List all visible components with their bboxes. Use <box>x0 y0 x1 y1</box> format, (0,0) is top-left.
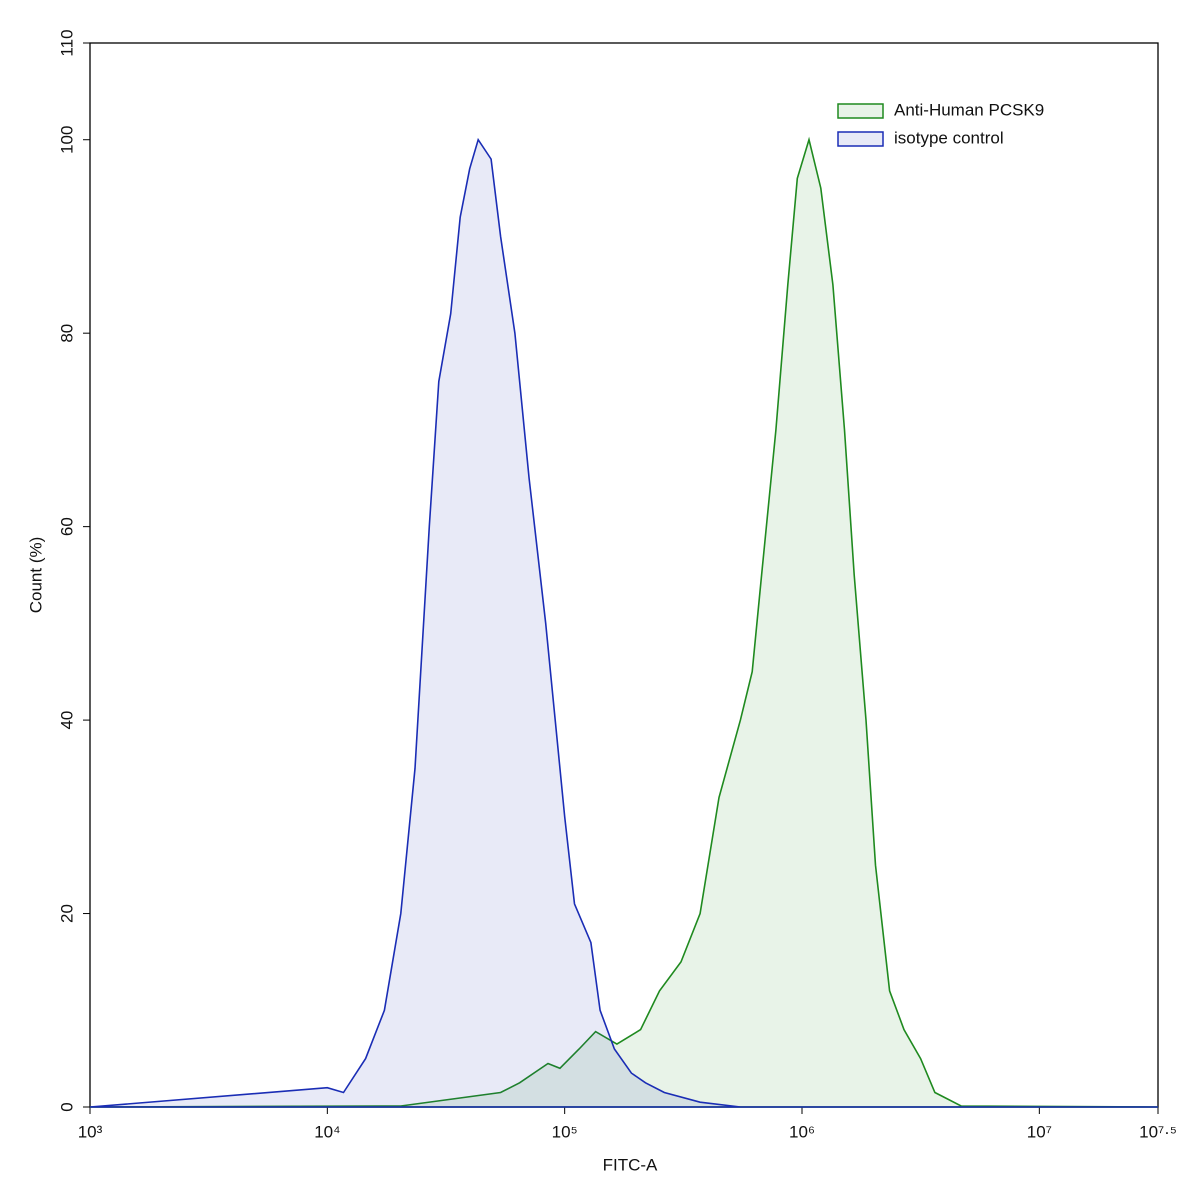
legend-swatch <box>837 131 884 147</box>
y-tick-label: 100 <box>57 126 76 154</box>
x-tick-label: 10⁶ <box>789 1122 815 1141</box>
area <box>89 136 1159 1108</box>
y-tick-label: 40 <box>57 711 76 730</box>
legend-label: isotype control <box>894 128 1004 147</box>
y-tick-label: 80 <box>57 324 76 343</box>
x-tick-label: 10⁷ <box>1027 1122 1052 1141</box>
y-axis-label: Count (%) <box>26 537 45 614</box>
legend-swatch <box>837 103 884 119</box>
area <box>89 137 1158 1108</box>
y-tick-label: 20 <box>57 904 76 923</box>
x-tick-label: 10³ <box>78 1122 103 1141</box>
y-tick-label: 0 <box>57 1102 76 1111</box>
x-tick-label: 10⁷·⁵ <box>1139 1122 1177 1141</box>
y-tick-label: 110 <box>57 29 76 56</box>
y-tick-label: 60 <box>57 517 76 536</box>
x-tick-label: 10⁵ <box>552 1122 578 1141</box>
x-axis-label: FITC-A <box>603 1155 658 1174</box>
legend-label: Anti-Human PCSK9 <box>894 100 1044 119</box>
plot-frame <box>89 42 1159 1108</box>
x-tick-label: 10⁴ <box>314 1122 340 1141</box>
